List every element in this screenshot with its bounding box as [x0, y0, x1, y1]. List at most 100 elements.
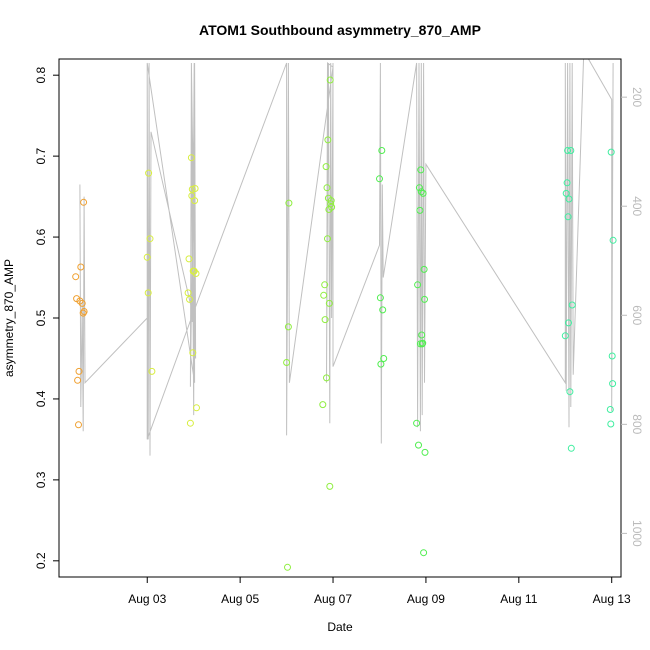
data-point [415, 184, 423, 192]
data-point [326, 76, 334, 84]
y-tick-label: 0.3 [34, 471, 48, 488]
data-point [378, 147, 386, 154]
data-point [80, 198, 88, 206]
x-tick-label: Aug 07 [314, 592, 352, 606]
data-point [321, 281, 329, 289]
data-point [606, 406, 614, 413]
data-point [417, 166, 425, 174]
data-point [561, 332, 569, 340]
data-point [323, 184, 331, 192]
right-tick-label: 600 [630, 305, 644, 325]
trace-line-layer [79, 59, 614, 456]
data-point [284, 563, 291, 571]
data-point [186, 295, 193, 303]
data-point [191, 185, 199, 192]
data-point [419, 339, 427, 347]
data-point [327, 197, 335, 205]
data-point [321, 316, 329, 324]
data-point [416, 206, 424, 214]
data-point [78, 299, 86, 307]
data-point [184, 289, 192, 297]
data-point [320, 291, 328, 299]
data-point [567, 444, 575, 452]
data-point [379, 306, 387, 314]
y-axis-label: asymmetry_870_AMP [2, 259, 16, 377]
data-point [143, 253, 151, 261]
data-point [417, 188, 425, 196]
data-point [188, 185, 196, 193]
data-point [185, 255, 193, 263]
data-point [191, 197, 199, 205]
y-axis: 0.2 0.3 0.4 0.5 0.6 0.7 0.8 [34, 67, 59, 569]
data-point [421, 295, 428, 303]
data-points-layer [72, 76, 617, 571]
y-tick-label: 0.5 [34, 309, 48, 326]
data-point [562, 189, 570, 197]
data-point [420, 265, 428, 273]
y-tick-label: 0.8 [34, 67, 48, 84]
data-point [80, 308, 88, 315]
data-point [193, 404, 200, 412]
data-point [563, 179, 571, 187]
data-point [565, 195, 573, 203]
data-point [608, 352, 616, 360]
chart-title: ATOM1 Southbound asymmetry_870_AMP [199, 22, 481, 38]
data-point [414, 281, 422, 289]
data-point [564, 147, 572, 154]
y-tick-label: 0.2 [34, 552, 48, 569]
x-tick-label: Aug 05 [221, 592, 259, 606]
data-point [419, 189, 427, 197]
data-point [145, 169, 153, 177]
data-point [326, 482, 334, 490]
data-point [148, 367, 156, 375]
data-point [192, 270, 200, 277]
data-point [146, 235, 154, 243]
x-tick-label: Aug 09 [407, 592, 445, 606]
data-point [77, 263, 85, 271]
data-point [415, 441, 422, 449]
right-tick-label: 1000 [630, 520, 644, 547]
data-point [420, 549, 428, 557]
data-point [72, 273, 80, 281]
data-point [144, 289, 152, 297]
data-point [285, 199, 293, 207]
right-tick-label: 800 [630, 414, 644, 434]
data-point [284, 323, 292, 331]
data-point [607, 148, 615, 156]
data-point [418, 331, 426, 339]
data-point [609, 236, 617, 244]
data-point [323, 374, 330, 382]
x-tick-label: Aug 13 [593, 592, 631, 606]
data-point [328, 203, 336, 211]
data-point [186, 419, 194, 427]
data-point [324, 235, 331, 243]
data-point [319, 401, 327, 409]
x-axis-label: Date [327, 620, 353, 634]
data-point [565, 319, 572, 327]
y-tick-label: 0.4 [34, 390, 48, 407]
trace-line [79, 59, 614, 456]
data-point [75, 367, 83, 375]
data-point [322, 163, 330, 171]
data-point [609, 380, 617, 388]
right-tick-label: 200 [630, 87, 644, 107]
right-tick-label: 400 [630, 196, 644, 216]
x-axis: Aug 03 Aug 05 Aug 07 Aug 09 Aug 11 Aug 13 [128, 577, 631, 606]
data-point [325, 299, 333, 307]
data-point [564, 213, 572, 221]
right-axis: 200 400 600 800 1000 [621, 87, 644, 547]
data-point [189, 349, 197, 357]
data-point [187, 154, 195, 162]
data-point [567, 147, 575, 154]
x-tick-label: Aug 11 [500, 592, 537, 606]
data-point [413, 419, 421, 427]
data-point [377, 360, 385, 368]
x-tick-label: Aug 03 [128, 592, 166, 606]
data-point [380, 355, 388, 362]
data-point [607, 420, 615, 428]
data-point [327, 200, 335, 208]
data-point [376, 175, 383, 183]
data-point [566, 388, 574, 396]
data-point [568, 301, 576, 309]
data-point [324, 136, 332, 144]
